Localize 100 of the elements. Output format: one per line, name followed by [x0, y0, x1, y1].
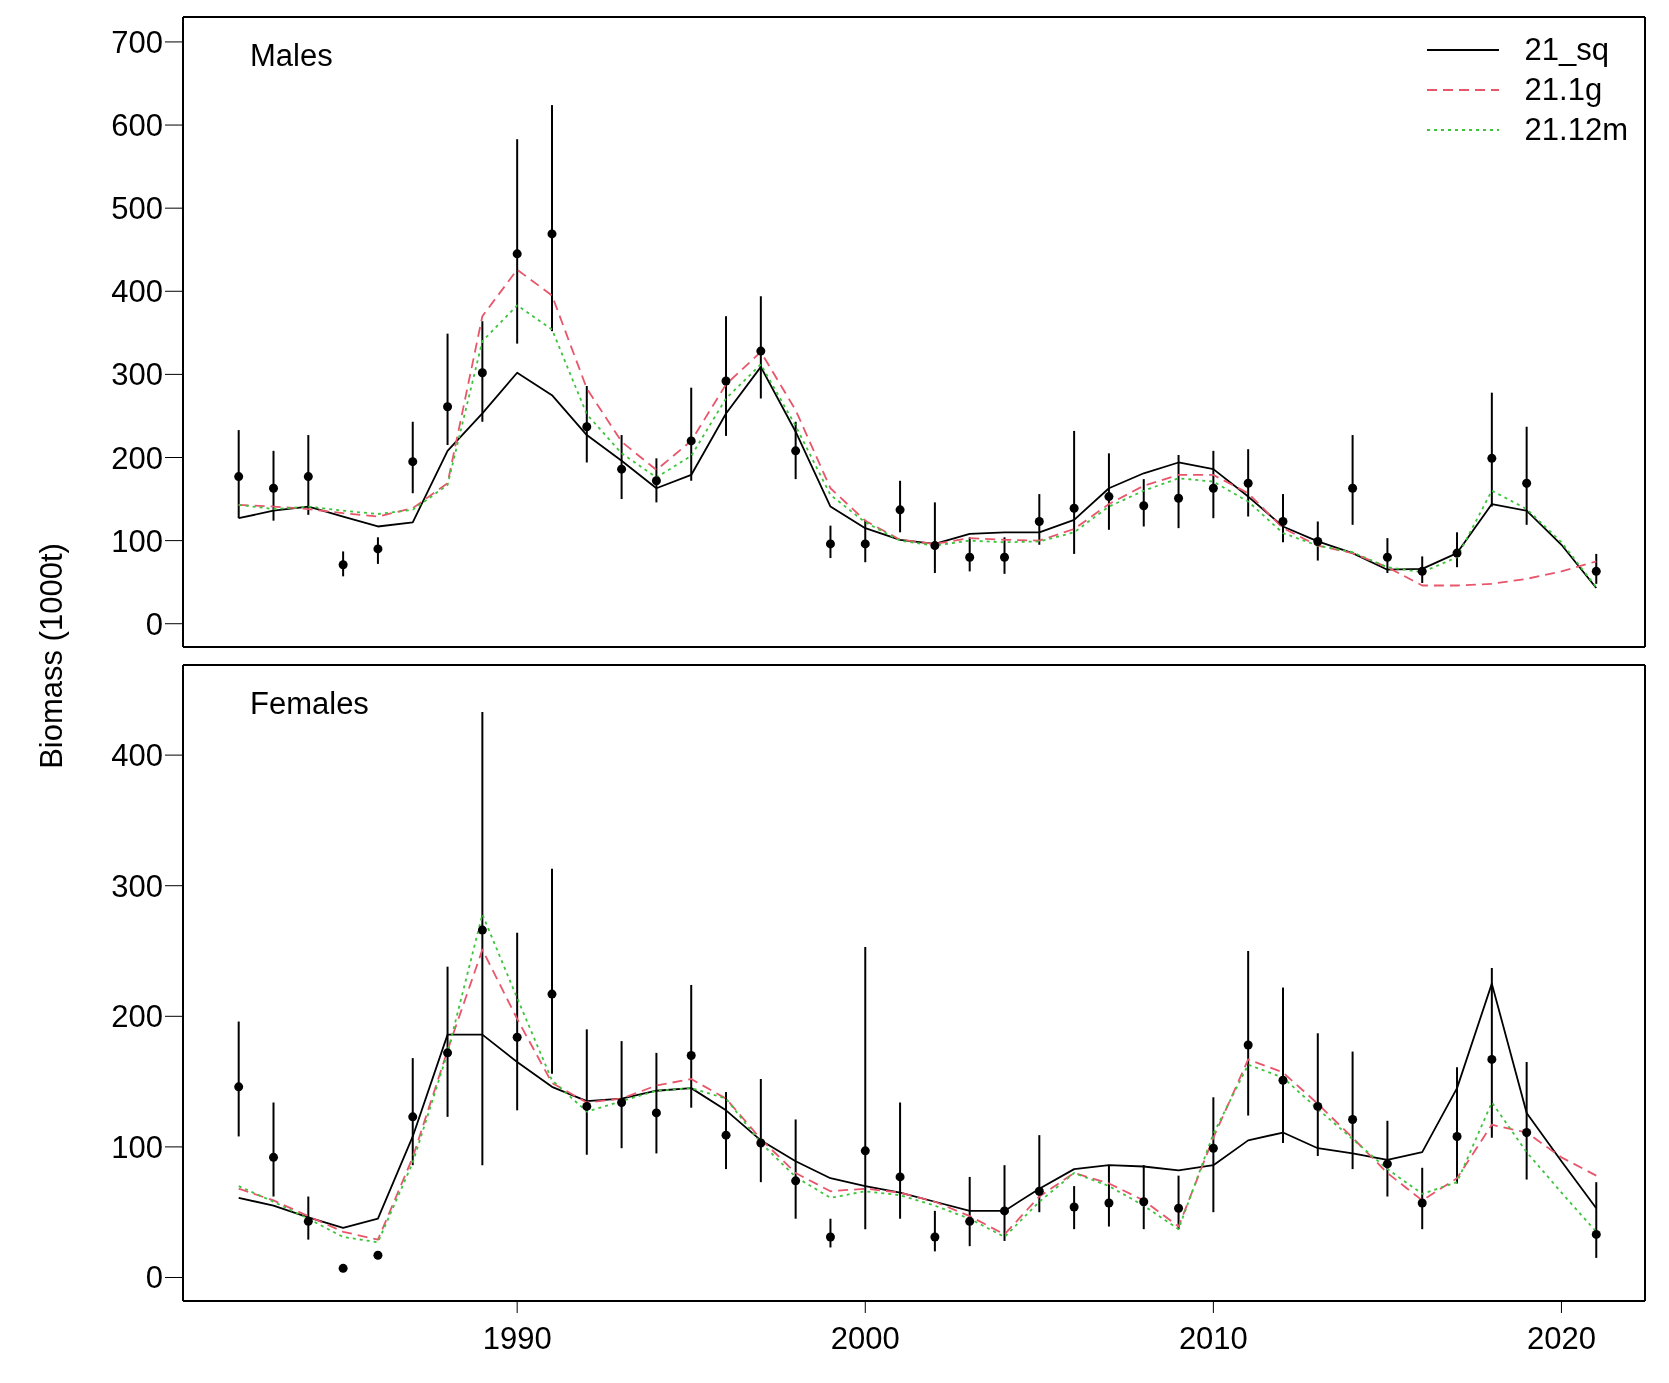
point: [477, 368, 487, 378]
y-tick-label: 300: [111, 868, 163, 904]
point: [1452, 548, 1462, 558]
point: [443, 1048, 453, 1058]
point: [1104, 1198, 1114, 1208]
point: [756, 346, 766, 356]
point: [1522, 478, 1532, 488]
point: [408, 1112, 418, 1122]
point: [1313, 536, 1323, 546]
point: [756, 1138, 766, 1148]
point: [477, 925, 487, 935]
point: [651, 1108, 661, 1118]
point: [860, 539, 870, 549]
point: [617, 464, 627, 474]
point: [791, 1176, 801, 1186]
point: [860, 1146, 870, 1156]
y-tick-label: 300: [111, 357, 163, 393]
point: [1000, 1206, 1010, 1216]
point: [234, 472, 244, 482]
point: [825, 539, 835, 549]
point: [1487, 453, 1497, 463]
y-tick-label: 100: [111, 523, 163, 559]
y-tick-label: 0: [145, 1260, 163, 1296]
y-tick-label: 200: [111, 999, 163, 1035]
point: [512, 1032, 522, 1042]
point: [721, 376, 731, 386]
point: [1522, 1128, 1532, 1138]
point: [582, 422, 592, 432]
point: [512, 249, 522, 259]
point: [408, 457, 418, 467]
point: [965, 552, 975, 562]
point: [303, 1216, 313, 1226]
y-tick-label: 700: [111, 24, 163, 60]
point: [1348, 1114, 1358, 1124]
point: [582, 1101, 592, 1111]
annotation: Males: [250, 38, 333, 74]
point: [1591, 566, 1601, 576]
y-tick-label: 400: [111, 274, 163, 310]
annotation: Females: [250, 686, 369, 722]
y-tick-label: 200: [111, 440, 163, 476]
legend-label: 21.1g: [1524, 71, 1603, 109]
point: [895, 505, 905, 515]
point: [443, 402, 453, 412]
legend-label: 21.12m: [1524, 111, 1628, 149]
point: [1104, 492, 1114, 502]
point: [338, 1263, 348, 1273]
point: [234, 1082, 244, 1092]
point: [686, 1050, 696, 1060]
y-tick-label: 600: [111, 108, 163, 144]
point: [1382, 552, 1392, 562]
y-axis-title: Biomass (1000t): [34, 543, 70, 769]
point: [1034, 1186, 1044, 1196]
point: [547, 989, 557, 999]
point: [1382, 1159, 1392, 1169]
point: [1313, 1101, 1323, 1111]
point: [1452, 1131, 1462, 1141]
point: [791, 446, 801, 456]
point: [1417, 1198, 1427, 1208]
point: [1208, 483, 1218, 493]
point: [269, 483, 279, 493]
point: [617, 1097, 627, 1107]
point: [721, 1130, 731, 1140]
point: [1487, 1054, 1497, 1064]
point: [1243, 1040, 1253, 1050]
point: [1174, 493, 1184, 503]
point: [930, 1232, 940, 1242]
point: [1000, 552, 1010, 562]
point: [1591, 1229, 1601, 1239]
point: [825, 1232, 835, 1242]
point: [373, 544, 383, 554]
legend-label: 21_sq: [1524, 31, 1610, 69]
point: [1417, 566, 1427, 576]
point: [1139, 501, 1149, 511]
y-tick-label: 400: [111, 738, 163, 774]
point: [373, 1250, 383, 1260]
point: [1069, 503, 1079, 513]
point: [547, 229, 557, 239]
point: [1278, 517, 1288, 526]
point: [1034, 517, 1044, 526]
point: [895, 1172, 905, 1182]
point: [338, 560, 348, 570]
point: [1243, 478, 1253, 488]
x-tick-label: 1990: [482, 1321, 552, 1357]
point: [1139, 1197, 1149, 1207]
y-tick-label: 500: [111, 191, 163, 227]
x-tick-label: 2010: [1178, 1321, 1248, 1357]
y-tick-label: 0: [145, 606, 163, 642]
point: [1348, 483, 1358, 493]
point: [1208, 1143, 1218, 1153]
y-tick-label: 100: [111, 1129, 163, 1165]
point: [686, 436, 696, 446]
x-tick-label: 2020: [1526, 1321, 1596, 1357]
point: [1174, 1203, 1184, 1213]
point: [1278, 1075, 1288, 1085]
point: [965, 1216, 975, 1226]
point: [651, 476, 661, 486]
point: [930, 541, 940, 551]
point: [303, 472, 313, 482]
point: [1069, 1202, 1079, 1212]
x-tick-label: 2000: [830, 1321, 900, 1357]
